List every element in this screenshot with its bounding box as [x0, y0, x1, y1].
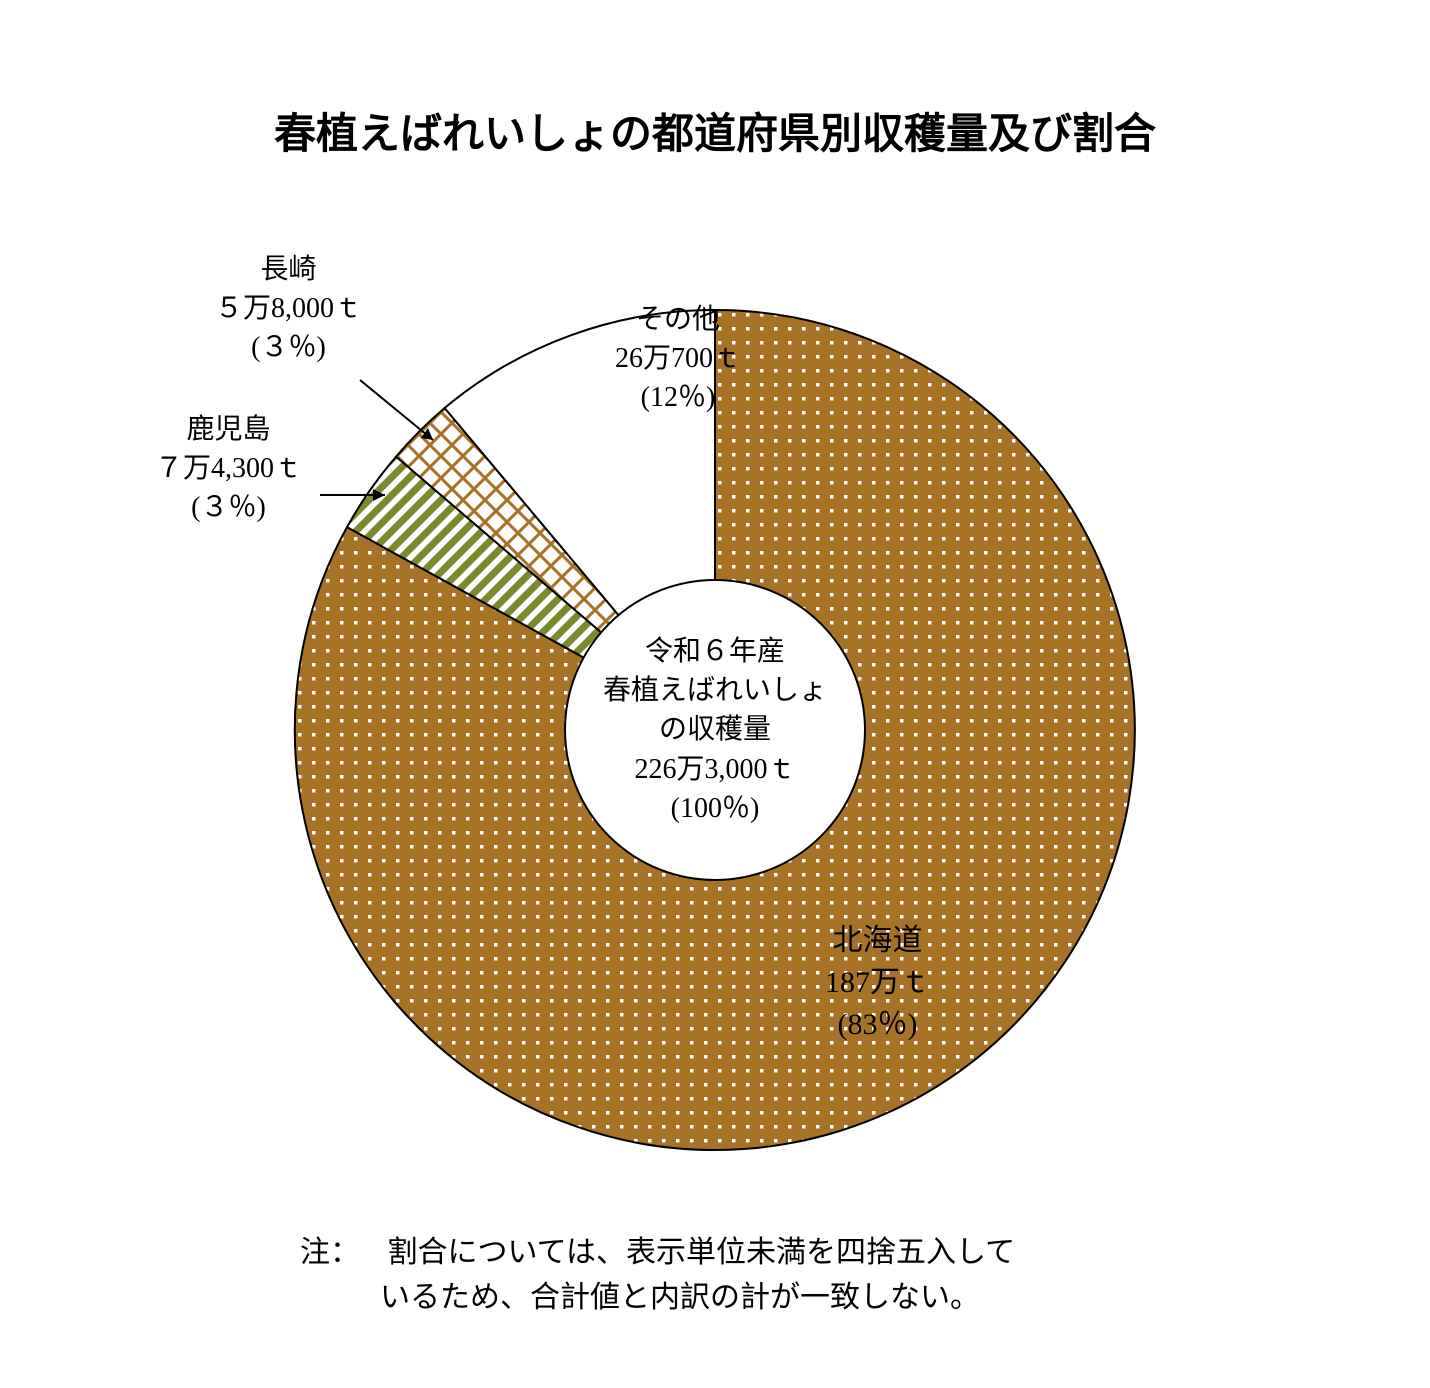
- chart-title: 春植えばれいしょの都道府県別収穫量及び割合: [0, 100, 1430, 161]
- label-kagoshima-percent: (３％): [155, 488, 302, 527]
- arrow-kagoshima: [320, 489, 385, 501]
- donut-chart-container: 長崎 ５万8,000ｔ (３％) 鹿児島 ７万4,300ｔ (３％) その他 2…: [265, 280, 1165, 1180]
- label-other-name: その他: [615, 300, 741, 339]
- label-kagoshima-value: ７万4,300ｔ: [155, 449, 302, 488]
- center-line1: 令和６年産: [603, 632, 827, 671]
- footnote: 注： 割合については、表示単位未満を四捨五入して いるため、合計値と内訳の計が一…: [300, 1230, 1230, 1320]
- center-line2: 春植えばれいしょ: [603, 671, 827, 710]
- label-hokkaido-percent: (83％): [825, 1004, 930, 1046]
- label-nagasaki-percent: (３％): [215, 328, 362, 367]
- label-kagoshima: 鹿児島 ７万4,300ｔ (３％): [155, 410, 302, 528]
- label-nagasaki-name: 長崎: [215, 250, 362, 289]
- label-nagasaki-value: ５万8,000ｔ: [215, 289, 362, 328]
- label-kagoshima-name: 鹿児島: [155, 410, 302, 449]
- label-other-value: 26万700ｔ: [615, 339, 741, 378]
- center-label: 令和６年産 春植えばれいしょ の収穫量 226万3,000ｔ (100％): [603, 632, 827, 828]
- label-hokkaido-value: 187万ｔ: [825, 962, 930, 1004]
- footnote-line1: 割合については、表示単位未満を四捨五入して: [388, 1236, 1016, 1269]
- footnote-line2: いるため、合計値と内訳の計が一致しない。: [380, 1281, 980, 1314]
- center-line5: (100％): [603, 789, 827, 828]
- label-hokkaido: 北海道 187万ｔ (83％): [825, 920, 930, 1046]
- label-other: その他 26万700ｔ (12％): [615, 300, 741, 418]
- center-line3: の収穫量: [603, 710, 827, 749]
- label-nagasaki: 長崎 ５万8,000ｔ (３％): [215, 250, 362, 368]
- label-other-percent: (12％): [615, 378, 741, 417]
- center-line4: 226万3,000ｔ: [603, 750, 827, 789]
- arrow-nagasaki: [360, 380, 433, 440]
- footnote-label: 注：: [300, 1230, 380, 1275]
- label-hokkaido-name: 北海道: [825, 920, 930, 962]
